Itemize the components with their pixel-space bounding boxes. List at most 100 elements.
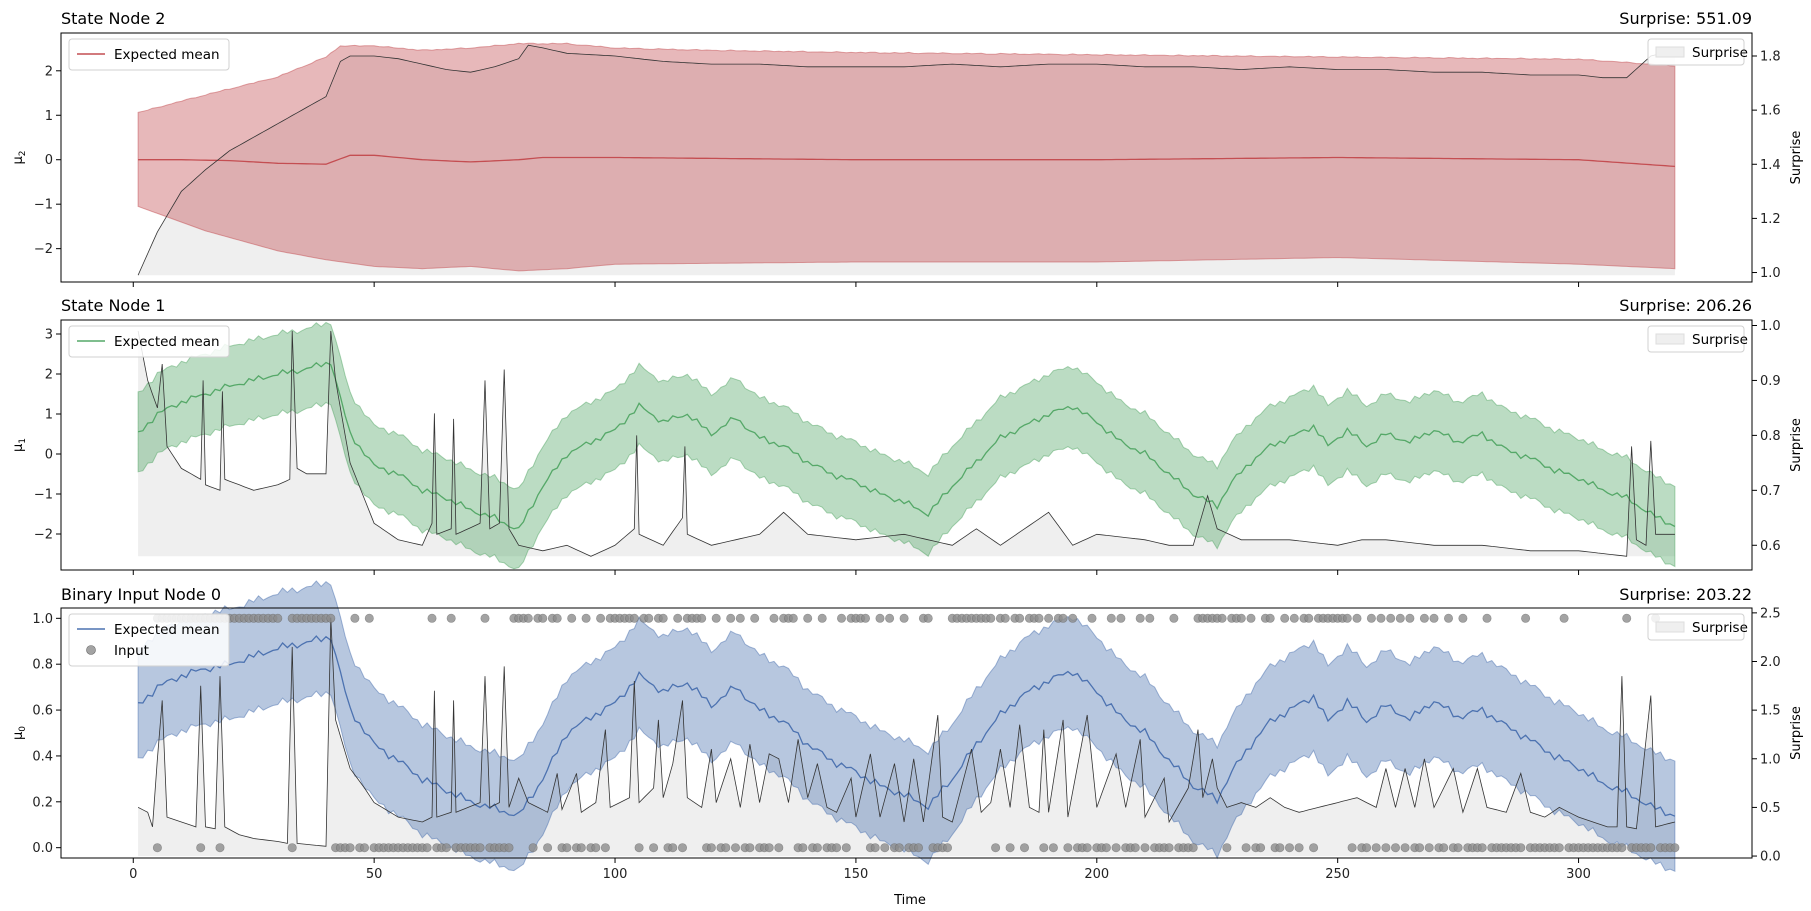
- input-point: [658, 613, 668, 623]
- legend-label: Expected mean: [114, 47, 220, 63]
- x-axis: [132, 282, 1580, 287]
- y2-axis-label: Surprise: [1789, 706, 1804, 760]
- legend-right[interactable]: Surprise: [1647, 38, 1748, 66]
- input-point: [359, 843, 369, 853]
- plot-frame: [60, 32, 1753, 283]
- input-point: [152, 843, 162, 853]
- y-tick-label: 1.0: [32, 612, 53, 627]
- x-tick-label: 200: [1084, 867, 1109, 882]
- y-tick-label: 0.8: [32, 658, 53, 673]
- input-point: [1381, 843, 1391, 853]
- input-point: [1130, 843, 1140, 853]
- panel-surprise-title: Surprise: 206.26: [1619, 296, 1752, 315]
- input-point: [1019, 843, 1029, 853]
- x-axis: 0 50 100 150 200 250 300: [129, 858, 1591, 882]
- input-point: [591, 843, 601, 853]
- marks-layer: [137, 330, 1676, 557]
- input-point: [1087, 613, 1097, 623]
- y-tick-label: −2: [34, 242, 53, 257]
- input-point: [1429, 613, 1439, 623]
- surprise-area: [138, 617, 1675, 857]
- y2-tick-label: 1.0: [1760, 319, 1781, 334]
- expected-mean-line: [138, 154, 1675, 168]
- input-point: [885, 613, 895, 623]
- input-point: [1116, 613, 1126, 623]
- expected-mean-line: [137, 361, 1676, 530]
- legend-label: Expected mean: [114, 622, 220, 638]
- panel-surprise-title: Surprise: 551.09: [1619, 9, 1752, 28]
- panel-title: State Node 1: [61, 296, 165, 315]
- x-axis-label: Time: [893, 893, 926, 908]
- x-axis: [132, 570, 1580, 575]
- surprise-line: [137, 617, 1675, 847]
- input-point: [629, 613, 639, 623]
- input-point: [1424, 843, 1434, 853]
- input-point: [870, 843, 880, 853]
- y-axis-right: 0.0 0.5 1.0 1.5 2.0 2.5: [1752, 606, 1781, 865]
- input-point: [1352, 613, 1362, 623]
- y-tick-label: 0.2: [32, 795, 53, 810]
- input-point: [581, 613, 591, 623]
- input-point: [774, 843, 784, 853]
- input-point: [1342, 613, 1352, 623]
- input-point: [600, 843, 610, 853]
- y-axis-label: μ1: [11, 438, 28, 452]
- band-layer: [137, 321, 1676, 570]
- legend-label: Surprise: [1692, 620, 1748, 636]
- input-point: [1145, 613, 1155, 623]
- input-point: [788, 613, 798, 623]
- y-axis-right: 0.6 0.7 0.8 0.9 1.0: [1752, 319, 1781, 554]
- panel-title: Binary Input Node 0: [61, 585, 221, 604]
- input-point: [1140, 843, 1150, 853]
- input-point: [841, 843, 851, 853]
- input-point: [1164, 843, 1174, 853]
- y-axis-label: μ2: [11, 150, 28, 164]
- legend-surprise-swatch: [1655, 46, 1685, 58]
- input-point: [649, 843, 659, 853]
- plot-frame: [60, 607, 1753, 859]
- expected-mean-line: [138, 635, 1676, 817]
- input-point: [1304, 613, 1314, 623]
- input-point: [1063, 843, 1073, 853]
- y-tick-label: 1: [45, 408, 53, 423]
- input-point: [422, 843, 432, 853]
- legend-left[interactable]: Expected mean: [68, 38, 230, 71]
- input-point: [1111, 843, 1121, 853]
- y2-tick-label: 1.6: [1760, 104, 1781, 119]
- x-tick-label: 150: [844, 867, 869, 882]
- confidence-band: [137, 580, 1676, 872]
- input-point: [215, 843, 225, 853]
- input-point: [832, 843, 842, 853]
- input-point: [923, 613, 933, 623]
- input-point: [745, 843, 755, 853]
- input-point: [1101, 843, 1111, 853]
- input-point: [1015, 613, 1025, 623]
- input-point: [1217, 613, 1227, 623]
- input-point: [986, 613, 996, 623]
- input-point: [875, 613, 885, 623]
- legend-input-marker: [86, 645, 96, 655]
- y2-tick-label: 2.0: [1760, 655, 1781, 670]
- legend-right[interactable]: Surprise: [1647, 325, 1748, 353]
- input-point: [677, 843, 687, 853]
- legend-left[interactable]: Expected mean Input: [68, 613, 230, 667]
- input-point: [668, 843, 678, 853]
- input-point: [1275, 843, 1285, 853]
- input-point: [1419, 613, 1429, 623]
- x-tick-label: 300: [1566, 867, 1591, 882]
- legend-right[interactable]: Surprise: [1647, 613, 1748, 641]
- input-point: [364, 613, 374, 623]
- input-point: [1256, 843, 1266, 853]
- x-tick-label: 0: [129, 867, 137, 882]
- marks-layer: [137, 613, 1680, 853]
- input-point: [326, 613, 336, 623]
- legend-left[interactable]: Expected mean: [68, 325, 230, 358]
- input-point: [504, 843, 514, 853]
- input-point: [1400, 843, 1410, 853]
- plot-frame: [60, 319, 1753, 571]
- input-point: [803, 613, 813, 623]
- y-tick-label: −1: [34, 198, 53, 213]
- y2-tick-label: 0.9: [1760, 374, 1781, 389]
- band-layer: [137, 42, 1676, 272]
- legend-box: [1647, 613, 1745, 641]
